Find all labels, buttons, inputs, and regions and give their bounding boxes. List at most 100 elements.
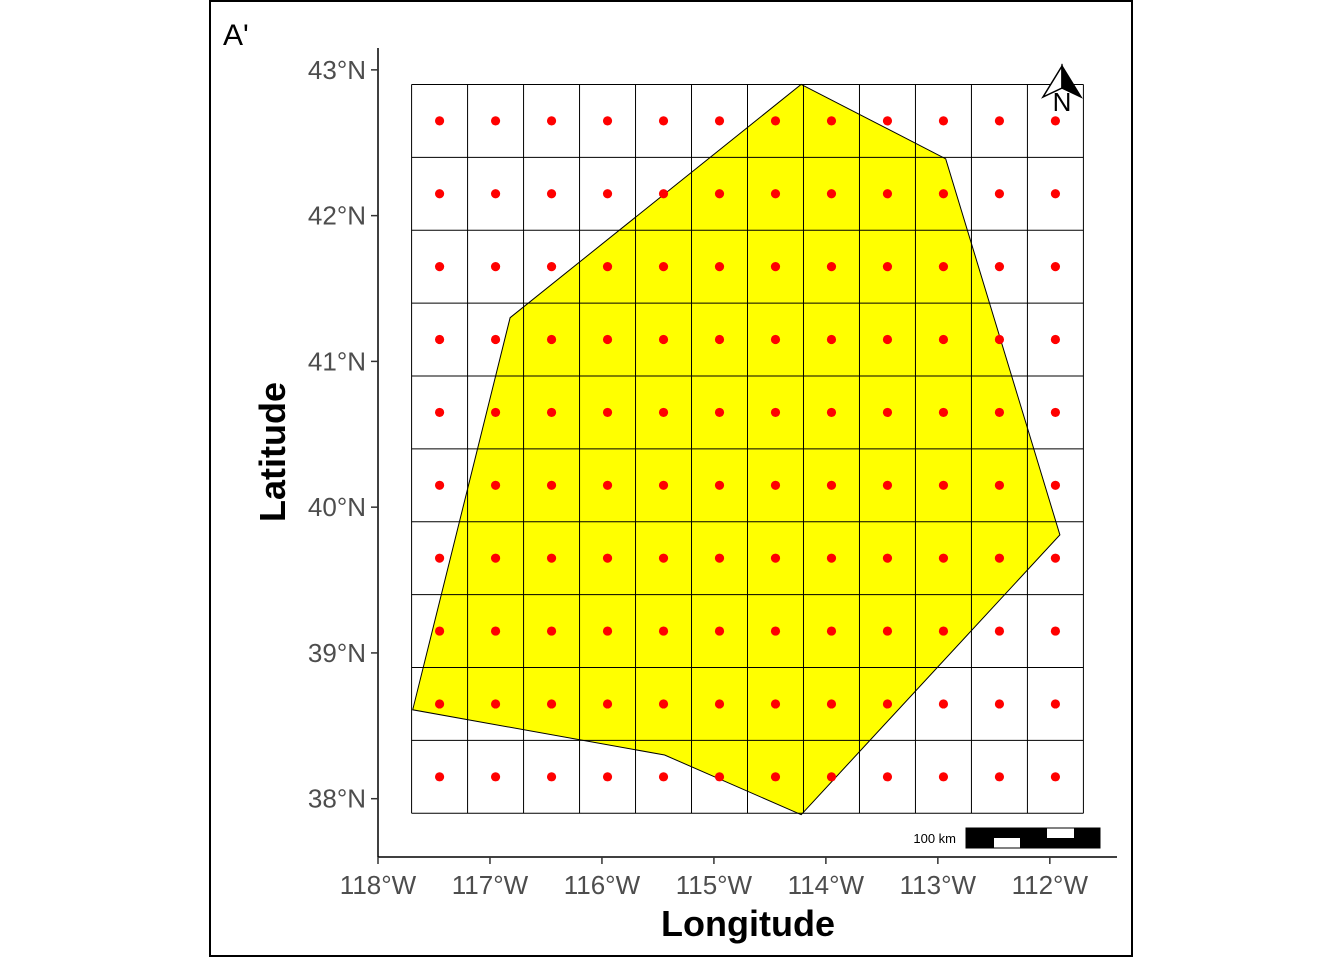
grid-centroid-point: [994, 553, 1005, 563]
grid-centroid-point: [658, 480, 669, 490]
grid-centroid-point: [658, 116, 669, 126]
scale-bar-segment: [1074, 828, 1100, 848]
grid-centroid-point: [938, 116, 949, 126]
grid-centroid-point: [714, 189, 725, 199]
grid-centroid-point: [882, 480, 893, 490]
grid-centroid-point: [714, 699, 725, 709]
grid-centroid-point: [602, 626, 613, 636]
grid-centroid-point: [882, 334, 893, 345]
grid-centroid-point: [770, 407, 781, 418]
scale-bar-segment: [966, 828, 994, 848]
grid-centroid-point: [882, 116, 893, 126]
grid-centroid-point: [770, 189, 781, 199]
grid-centroid-point: [770, 116, 781, 126]
grid-centroid-point: [994, 189, 1005, 199]
grid-centroid-point: [994, 334, 1005, 345]
y-axis-title: Latitude: [252, 382, 293, 522]
grid-centroid-point: [938, 553, 949, 563]
grid-centroid-point: [658, 189, 669, 199]
grid-centroid-point: [826, 772, 837, 782]
grid-centroid-point: [882, 189, 893, 199]
grid-centroid-point: [714, 772, 725, 782]
grid-centroid-point: [490, 699, 501, 709]
grid-centroid-point: [658, 334, 669, 345]
grid-centroid-point: [1050, 334, 1061, 345]
grid-centroid-point: [434, 407, 445, 418]
grid-centroid-point: [994, 407, 1005, 418]
y-tick-label: 42°N: [308, 201, 366, 231]
grid-centroid-point: [546, 772, 557, 782]
grid-layer: [411, 83, 1084, 814]
grid-centroid-point: [882, 262, 893, 272]
grid-centroid-point: [1050, 699, 1061, 709]
grid-centroid-point: [770, 553, 781, 563]
x-tick-label: 116°W: [564, 870, 641, 900]
grid-centroid-point: [434, 772, 445, 782]
y-tick-label: 43°N: [308, 55, 366, 85]
grid-centroid-point: [770, 699, 781, 709]
x-tick-label: 115°W: [676, 870, 753, 900]
grid-centroid-point: [434, 334, 445, 345]
grid-centroid-point: [546, 699, 557, 709]
grid-centroid-point: [938, 699, 949, 709]
y-tick-label: 39°N: [308, 638, 366, 668]
x-axis-title: Longitude: [661, 903, 835, 944]
grid-centroid-point: [882, 626, 893, 636]
grid-centroid-point: [714, 334, 725, 345]
grid-centroid-point: [546, 626, 557, 636]
grid-centroid-point: [882, 772, 893, 782]
grid-centroid-point: [602, 407, 613, 418]
x-tick-label: 114°W: [788, 870, 865, 900]
scale-bar-segment: [994, 828, 1020, 838]
study-area-layer: [412, 83, 1061, 816]
grid-centroid-point: [714, 480, 725, 490]
grid-centroid-point: [1050, 407, 1061, 418]
grid-centroid-point: [434, 116, 445, 126]
grid-centroid-point: [826, 116, 837, 126]
grid-centroid-point: [1050, 262, 1061, 272]
y-tick-label: 41°N: [308, 346, 366, 376]
grid-centroid-point: [714, 553, 725, 563]
panel-label: A': [223, 19, 249, 52]
grid-centroid-point: [826, 407, 837, 418]
scale-bar: 100 km: [913, 827, 1101, 849]
north-arrow: N: [1041, 63, 1083, 117]
grid-centroid-point: [826, 553, 837, 563]
grid-centroid-point: [826, 262, 837, 272]
grid-centroid-point: [770, 772, 781, 782]
grid-centroid-point: [602, 116, 613, 126]
grid-centroid-point: [434, 262, 445, 272]
grid-centroid-point: [938, 262, 949, 272]
grid-centroid-point: [826, 480, 837, 490]
grid-centroid-point: [714, 116, 725, 126]
grid-centroid-point: [434, 189, 445, 199]
scale-bar-segment: [1047, 838, 1074, 848]
grid-centroid-point: [882, 407, 893, 418]
grid-centroid-point: [770, 626, 781, 636]
scale-bar-segment: [1020, 828, 1047, 848]
grid-centroid-point: [490, 480, 501, 490]
scale-bar-label: 100 km: [913, 831, 956, 846]
grid-centroid-point: [434, 480, 445, 490]
grid-centroid-point: [602, 262, 613, 272]
grid-centroid-point: [434, 626, 445, 636]
grid-centroid-point: [602, 334, 613, 345]
grid-centroid-point: [938, 407, 949, 418]
grid-centroid-point: [490, 553, 501, 563]
grid-centroid-point: [826, 699, 837, 709]
x-tick-label: 117°W: [452, 870, 529, 900]
grid-centroid-point: [546, 553, 557, 563]
grid-centroid-point: [882, 699, 893, 709]
grid-centroid-point: [546, 334, 557, 345]
grid-centroid-point: [994, 772, 1005, 782]
y-tick-label: 38°N: [308, 784, 366, 814]
grid-centroid-points-layer: [434, 116, 1061, 782]
grid-centroid-point: [658, 407, 669, 418]
grid-centroid-point: [490, 189, 501, 199]
grid-centroid-point: [770, 334, 781, 345]
grid-centroid-point: [490, 116, 501, 126]
grid-centroid-point: [658, 262, 669, 272]
grid-centroid-point: [1050, 626, 1061, 636]
grid-centroid-point: [1050, 189, 1061, 199]
